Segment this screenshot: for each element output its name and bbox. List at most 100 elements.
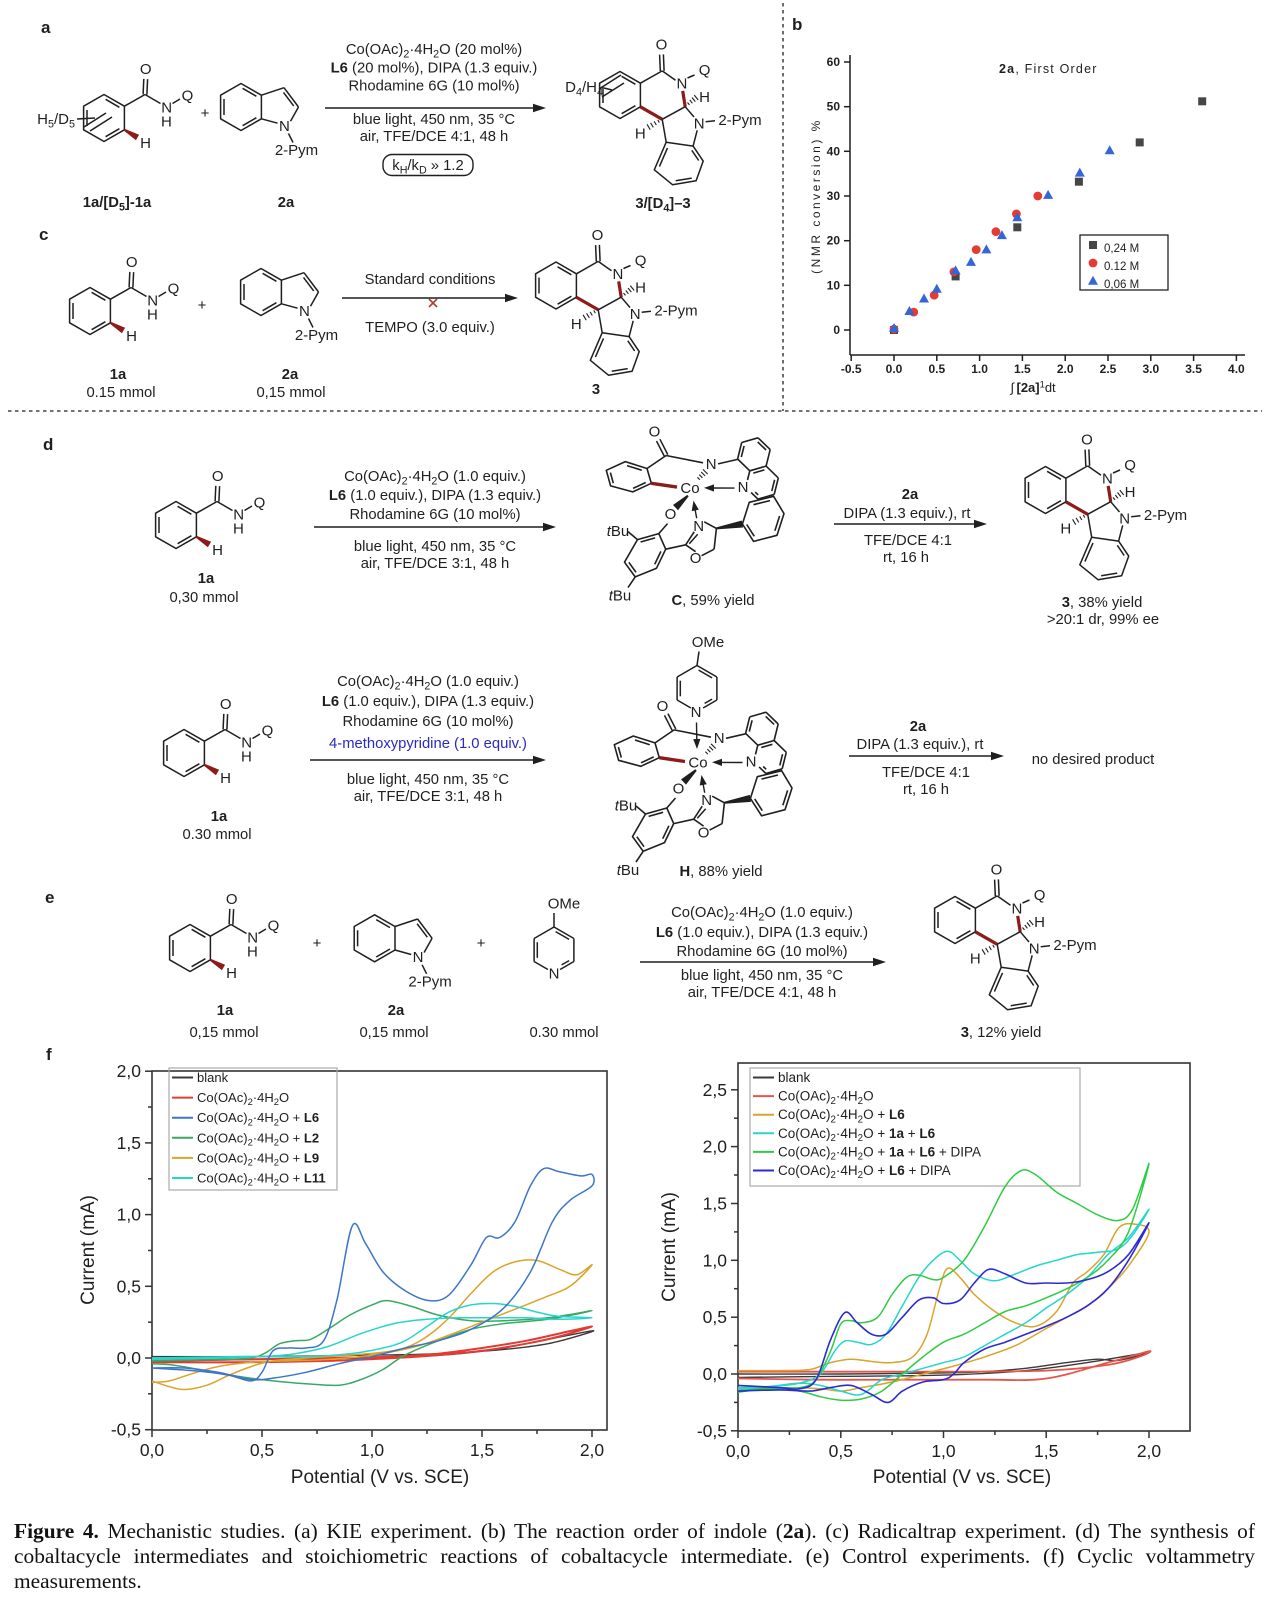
svg-text:H: H xyxy=(220,770,231,787)
svg-text:Q: Q xyxy=(254,495,266,512)
svg-text:H: H xyxy=(1125,484,1136,501)
svg-text:2-Pym: 2-Pym xyxy=(718,112,761,129)
svg-text:H: H xyxy=(699,89,710,106)
svg-text:DIPA (1.3 equiv.), rt: DIPA (1.3 equiv.), rt xyxy=(857,737,984,753)
svg-text:3.5: 3.5 xyxy=(1185,362,1202,376)
svg-text:Co(OAc)2​·4H2​O + L2: Co(OAc)2​·4H2​O + L2 xyxy=(197,1130,319,1147)
svg-text:1a: 1a xyxy=(198,571,215,587)
svg-text:H, 88% yield: H, 88% yield xyxy=(679,864,762,880)
svg-text:H: H xyxy=(212,542,223,559)
svg-text:H5​/D5​: H5​/D5​ xyxy=(37,111,75,131)
svg-text:Standard conditions: Standard conditions xyxy=(365,272,496,288)
svg-text:-0,5: -0,5 xyxy=(697,1421,727,1441)
svg-text:L6 (1.0 equiv.), DIPA (1.3 equ: L6 (1.0 equiv.), DIPA (1.3 equiv.) xyxy=(656,925,868,941)
svg-text:Co(OAc)2​·4H2​O + L9: Co(OAc)2​·4H2​O + L9 xyxy=(197,1150,319,1167)
svg-text:(NMR conversion) %: (NMR conversion) % xyxy=(809,118,823,274)
svg-text:TFE/DCE 4:1: TFE/DCE 4:1 xyxy=(882,765,970,781)
svg-text:O: O xyxy=(220,696,232,713)
svg-text:1,0: 1,0 xyxy=(360,1440,385,1460)
svg-text:0.30 mmol: 0.30 mmol xyxy=(529,1025,598,1041)
svg-text:Co: Co xyxy=(688,755,707,772)
svg-text:air, TFE/DCE 4:1, 48 h: air, TFE/DCE 4:1, 48 h xyxy=(360,129,509,145)
svg-text:3, 38% yield: 3, 38% yield xyxy=(1062,595,1143,611)
svg-text:1.0: 1.0 xyxy=(971,362,988,376)
svg-text:H: H xyxy=(635,126,646,143)
svg-text:L6 (20 mol%), DIPA (1.3 equiv.: L6 (20 mol%), DIPA (1.3 equiv.) xyxy=(331,61,538,77)
svg-text:d: d xyxy=(43,435,53,454)
svg-text:N: N xyxy=(706,456,717,473)
svg-text:2a: 2a xyxy=(278,195,295,211)
svg-text:e: e xyxy=(45,888,54,907)
svg-text:20: 20 xyxy=(827,234,841,248)
svg-text:Potential (V vs. SCE): Potential (V vs. SCE) xyxy=(291,1467,469,1488)
svg-text:0,5: 0,5 xyxy=(703,1307,727,1327)
svg-text:Potential (V vs. SCE): Potential (V vs. SCE) xyxy=(873,1467,1051,1488)
svg-text:DIPA (1.3 equiv.), rt: DIPA (1.3 equiv.), rt xyxy=(844,506,971,522)
svg-text:2.5: 2.5 xyxy=(1100,362,1117,376)
svg-text:Q: Q xyxy=(1034,887,1046,904)
svg-text:+: + xyxy=(198,297,207,314)
svg-text:b: b xyxy=(792,15,802,34)
svg-text:1a: 1a xyxy=(110,367,127,383)
svg-text:1a/[D5​]-1a: 1a/[D5​]-1a xyxy=(83,195,152,214)
svg-text:2,0: 2,0 xyxy=(580,1440,605,1460)
svg-text:2-Pym: 2-Pym xyxy=(295,327,338,344)
svg-text:Rhodamine 6G (10 mol%): Rhodamine 6G (10 mol%) xyxy=(676,944,847,960)
svg-text:+: + xyxy=(477,935,486,952)
svg-text:blue light, 450 nm, 35 °C: blue light, 450 nm, 35 °C xyxy=(354,539,517,555)
svg-text:N: N xyxy=(279,118,290,135)
svg-text:Co(OAc)2​·4H2​O + 1a + L6 + DI: Co(OAc)2​·4H2​O + 1a + L6 + DIPA xyxy=(778,1144,981,1162)
svg-text:1,5: 1,5 xyxy=(470,1440,494,1460)
svg-text:N: N xyxy=(413,949,424,966)
svg-text:N: N xyxy=(691,704,702,721)
svg-text:Q: Q xyxy=(268,918,280,935)
svg-text:N: N xyxy=(1011,900,1022,917)
svg-text:0,0: 0,0 xyxy=(726,1441,751,1461)
svg-text:Co(OAc)2​·4H2​O: Co(OAc)2​·4H2​O xyxy=(778,1089,874,1107)
svg-text:Rhodamine 6G (10 mol%): Rhodamine 6G (10 mol%) xyxy=(349,507,520,523)
svg-text:N: N xyxy=(1102,470,1113,487)
svg-text:1a: 1a xyxy=(211,809,228,825)
svg-text:O: O xyxy=(673,781,685,798)
svg-text:no desired product: no desired product xyxy=(1032,752,1155,768)
svg-text:Co(OAc)2​·4H2​O (1.0 equiv.): Co(OAc)2​·4H2​O (1.0 equiv.) xyxy=(671,905,853,924)
svg-text:OMe: OMe xyxy=(548,896,581,913)
svg-text:∫ ​[2a]1​dt: ∫ ​[2a]1​dt xyxy=(1009,379,1056,395)
svg-text:Rhodamine 6G (10 mol%): Rhodamine 6G (10 mol%) xyxy=(342,714,513,730)
svg-text:10: 10 xyxy=(827,278,841,292)
svg-text:Co(OAc)2​·4H2​O (1.0 equiv.): Co(OAc)2​·4H2​O (1.0 equiv.) xyxy=(337,674,519,693)
svg-text:4-methoxypyridine (1.0 equiv.): 4-methoxypyridine (1.0 equiv.) xyxy=(329,736,527,752)
svg-text:Q: Q xyxy=(1124,457,1136,474)
svg-text:tBu: tBu xyxy=(615,798,638,815)
svg-text:H: H xyxy=(1060,521,1071,538)
svg-text:0.5: 0.5 xyxy=(928,362,945,376)
svg-text:1,0: 1,0 xyxy=(117,1205,142,1225)
svg-text:0,0: 0,0 xyxy=(140,1440,165,1460)
svg-text:N: N xyxy=(147,293,158,310)
svg-text:N: N xyxy=(738,479,749,496)
svg-text:N: N xyxy=(701,792,712,809)
svg-text:O: O xyxy=(656,37,668,54)
svg-text:tBu: tBu xyxy=(607,523,630,540)
svg-text:N: N xyxy=(1029,940,1040,957)
svg-text:O: O xyxy=(1081,432,1093,449)
svg-text:1,5: 1,5 xyxy=(1034,1441,1058,1461)
svg-text:O: O xyxy=(698,825,710,842)
svg-text:air, TFE/DCE 4:1, 48 h: air, TFE/DCE 4:1, 48 h xyxy=(688,985,837,1001)
svg-text:2a: 2a xyxy=(388,1003,405,1019)
svg-text:0,0: 0,0 xyxy=(117,1348,142,1368)
svg-text:tBu: tBu xyxy=(609,588,632,605)
svg-text:2-Pym: 2-Pym xyxy=(1144,507,1187,524)
svg-text:3: 3 xyxy=(592,382,600,398)
svg-text:0,15 mmol: 0,15 mmol xyxy=(256,385,325,401)
svg-text:C, 59% yield: C, 59% yield xyxy=(671,593,754,609)
svg-text:TFE/DCE 4:1: TFE/DCE 4:1 xyxy=(864,533,952,549)
svg-text:Co(OAc)2​·4H2​O + L6 + DIPA: Co(OAc)2​·4H2​O + L6 + DIPA xyxy=(778,1163,951,1181)
svg-text:+: + xyxy=(313,935,322,952)
svg-text:H: H xyxy=(147,307,158,324)
svg-text:4.0: 4.0 xyxy=(1228,362,1245,376)
svg-text:0: 0 xyxy=(833,323,840,337)
svg-text:H: H xyxy=(161,114,172,131)
svg-text:H: H xyxy=(241,749,252,766)
svg-text:+: + xyxy=(201,105,210,122)
